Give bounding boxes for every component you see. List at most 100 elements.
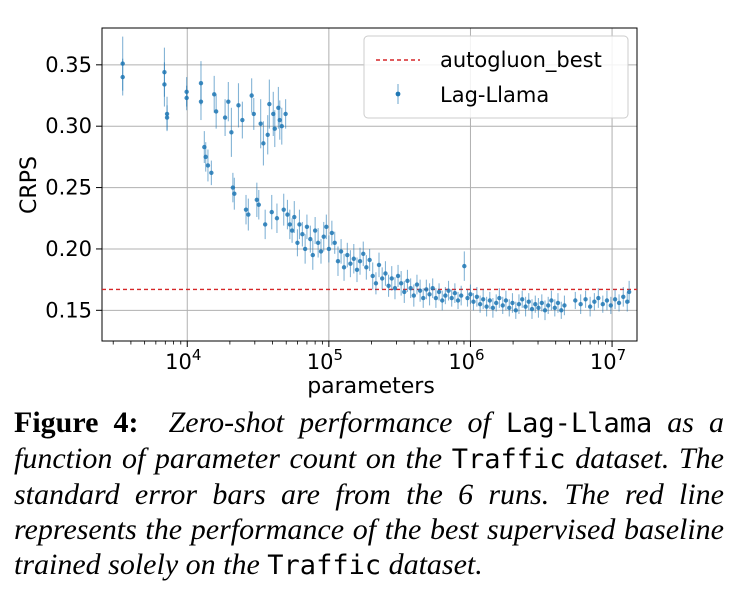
point-marker xyxy=(277,117,282,123)
data-point xyxy=(251,97,256,130)
data-point xyxy=(526,293,531,311)
point-marker xyxy=(261,141,266,146)
data-point xyxy=(536,298,541,318)
point-marker xyxy=(600,301,605,307)
data-point xyxy=(376,252,382,278)
data-point xyxy=(395,264,401,287)
point-marker xyxy=(539,300,544,306)
data-point xyxy=(304,214,310,240)
point-marker xyxy=(304,224,310,230)
point-marker xyxy=(468,292,473,297)
data-point xyxy=(573,291,578,310)
data-points xyxy=(120,36,632,321)
data-point xyxy=(162,62,167,107)
data-point xyxy=(240,101,245,139)
point-marker xyxy=(596,295,601,301)
point-marker xyxy=(341,265,347,270)
point-marker xyxy=(292,214,297,220)
data-point xyxy=(600,295,605,313)
caption-code-traffic: Traffic xyxy=(451,444,566,475)
data-point xyxy=(546,296,551,314)
point-marker xyxy=(251,111,256,117)
point-marker xyxy=(411,293,417,298)
data-point xyxy=(321,221,326,252)
data-point xyxy=(562,295,567,316)
data-point xyxy=(480,289,486,310)
point-marker xyxy=(283,111,288,117)
data-point xyxy=(265,115,270,155)
point-marker xyxy=(587,304,593,309)
point-marker xyxy=(332,240,337,246)
point-marker xyxy=(503,298,509,303)
y-tick-label: 0.25 xyxy=(45,176,92,200)
x-axis-label: parameters xyxy=(307,374,435,399)
point-marker xyxy=(458,293,464,298)
data-point xyxy=(402,280,407,303)
point-marker xyxy=(398,281,404,286)
data-point xyxy=(283,99,288,129)
data-point xyxy=(436,283,442,301)
point-marker xyxy=(487,298,493,303)
data-point xyxy=(324,214,329,240)
data-point xyxy=(292,201,297,233)
point-marker xyxy=(477,301,483,307)
data-point xyxy=(226,82,231,122)
point-marker xyxy=(452,290,458,296)
data-point xyxy=(471,293,476,311)
point-marker xyxy=(474,294,480,300)
data-point xyxy=(312,217,318,245)
point-marker xyxy=(300,232,305,237)
data-point xyxy=(379,267,385,290)
data-point xyxy=(386,274,391,297)
x-tick-label: 104 xyxy=(165,346,201,374)
point-marker xyxy=(267,101,272,107)
point-marker xyxy=(480,297,486,302)
point-marker xyxy=(430,286,435,291)
data-point xyxy=(411,284,417,307)
data-point xyxy=(277,100,282,140)
data-point xyxy=(484,296,489,317)
point-marker xyxy=(236,103,241,108)
point-marker xyxy=(281,207,286,212)
point-marker xyxy=(626,289,632,295)
data-point xyxy=(236,83,241,128)
point-marker xyxy=(484,304,489,309)
point-marker xyxy=(258,121,263,126)
data-point xyxy=(267,79,272,129)
data-point xyxy=(449,289,454,307)
point-marker xyxy=(326,246,332,252)
point-marker xyxy=(612,297,618,302)
point-marker xyxy=(338,249,344,254)
point-marker xyxy=(490,305,496,311)
point-marker xyxy=(583,297,588,302)
data-point xyxy=(458,285,464,306)
point-marker xyxy=(335,259,341,264)
data-point xyxy=(477,295,483,313)
data-point xyxy=(513,301,518,319)
point-marker xyxy=(471,299,476,304)
data-point xyxy=(625,291,630,312)
x-tick-label: 106 xyxy=(448,346,484,374)
data-point xyxy=(351,244,356,274)
data-point xyxy=(256,190,261,220)
point-marker xyxy=(443,293,448,298)
point-marker xyxy=(497,295,502,301)
data-point xyxy=(616,294,622,312)
point-marker xyxy=(184,95,189,101)
point-marker xyxy=(549,298,554,303)
y-tick-label: 0.20 xyxy=(45,237,92,261)
data-point xyxy=(494,294,499,312)
data-point xyxy=(552,299,557,317)
point-marker xyxy=(226,99,231,104)
point-marker xyxy=(120,74,125,80)
data-point xyxy=(427,283,432,306)
point-marker xyxy=(625,299,630,304)
data-point xyxy=(424,279,429,300)
point-marker xyxy=(536,305,541,311)
data-point xyxy=(383,261,388,286)
data-point xyxy=(287,209,293,240)
data-point xyxy=(258,99,263,149)
point-marker xyxy=(616,300,622,306)
point-marker xyxy=(370,273,375,279)
point-marker xyxy=(395,273,401,279)
